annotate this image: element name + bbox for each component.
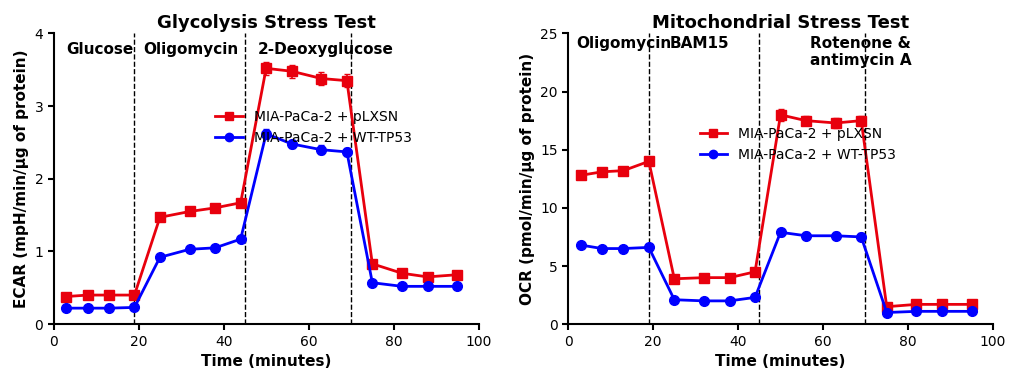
Title: Mitochondrial Stress Test: Mitochondrial Stress Test xyxy=(651,14,908,32)
Text: Glucose: Glucose xyxy=(66,42,133,57)
X-axis label: Time (minutes): Time (minutes) xyxy=(714,354,845,369)
Y-axis label: ECAR (mpH/min/µg of protein): ECAR (mpH/min/µg of protein) xyxy=(14,49,29,308)
Y-axis label: OCR (pmol/min/µg of protein): OCR (pmol/min/µg of protein) xyxy=(519,53,534,305)
Legend: MIA-PaCa-2 + pLXSN, MIA-PaCa-2 + WT-TP53: MIA-PaCa-2 + pLXSN, MIA-PaCa-2 + WT-TP53 xyxy=(693,122,901,168)
Title: Glycolysis Stress Test: Glycolysis Stress Test xyxy=(157,14,375,32)
Text: Oligomycin: Oligomycin xyxy=(576,36,672,51)
Text: Rotenone &
antimycin A: Rotenone & antimycin A xyxy=(809,36,911,68)
Text: 2-Deoxyglucose: 2-Deoxyglucose xyxy=(258,42,393,57)
X-axis label: Time (minutes): Time (minutes) xyxy=(201,354,331,369)
Text: Oligomycin: Oligomycin xyxy=(143,42,238,57)
Legend: MIA-PaCa-2 + pLXSN, MIA-PaCa-2 + WT-TP53: MIA-PaCa-2 + pLXSN, MIA-PaCa-2 + WT-TP53 xyxy=(209,104,417,151)
Text: BAM15: BAM15 xyxy=(669,36,729,51)
